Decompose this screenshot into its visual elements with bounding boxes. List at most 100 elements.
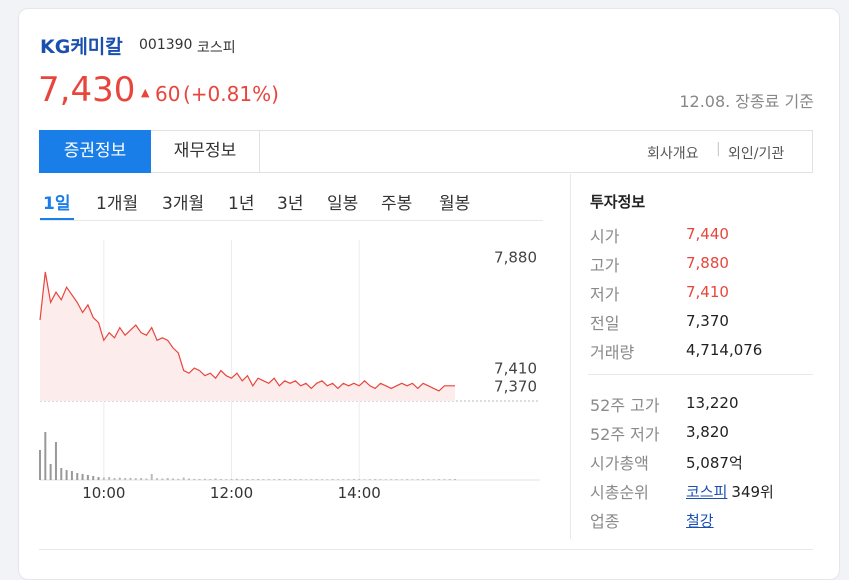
- info-value: 7,880: [686, 254, 729, 272]
- period[interactable]: 일봉: [327, 194, 359, 214]
- volume-bar: [278, 479, 281, 480]
- y-tick-label: 7,410: [494, 360, 537, 378]
- volume-bar: [161, 478, 164, 480]
- volume-bar: [44, 432, 47, 480]
- volume-bar: [289, 479, 292, 480]
- volume-bar: [273, 479, 276, 480]
- volume-bar: [262, 479, 265, 480]
- volume-bar: [124, 478, 127, 480]
- volume-bar: [241, 479, 244, 480]
- volume-bar: [166, 478, 169, 480]
- volume-bar: [347, 479, 350, 480]
- tab-active[interactable]: 증권정보: [39, 130, 151, 173]
- volume-bar: [60, 468, 63, 480]
- tab[interactable]: 재무정보: [151, 130, 260, 173]
- volume-bar: [315, 479, 318, 480]
- info-value: 349위: [731, 483, 774, 501]
- volume-bar: [150, 474, 153, 480]
- period[interactable]: 3개월: [162, 194, 205, 214]
- volume-bar: [70, 471, 73, 480]
- info-link[interactable]: 철강: [686, 512, 714, 530]
- volume-bar: [209, 479, 212, 480]
- stock-name[interactable]: KG케미칼: [40, 36, 123, 58]
- info-label: 고가: [590, 256, 620, 275]
- period[interactable]: 1개월: [96, 194, 139, 214]
- volume-bar: [390, 479, 393, 480]
- volume-bar: [97, 477, 100, 480]
- info-value-row: 13,220: [686, 394, 739, 412]
- volume-bar: [230, 479, 233, 480]
- volume-bar: [187, 478, 190, 480]
- panel-divider: [570, 174, 571, 539]
- body: KG케미칼 001390 코스피 7,430 ▲ 60 (+0.81%) 12.…: [18, 8, 840, 580]
- market: 코스피: [197, 40, 236, 56]
- volume-bar: [203, 478, 206, 480]
- volume-bar: [326, 479, 329, 480]
- link[interactable]: 회사개요: [647, 146, 699, 162]
- period[interactable]: 월봉: [439, 194, 471, 214]
- volume-bar: [368, 479, 371, 480]
- volume-bar: [129, 477, 132, 480]
- volume-bar: [118, 477, 121, 480]
- volume-bar: [299, 479, 302, 480]
- info-divider: [588, 374, 813, 375]
- volume-bar: [358, 479, 361, 480]
- volume-bar: [294, 479, 297, 480]
- volume-bar: [363, 479, 366, 480]
- change-pct: (+0.81%): [183, 82, 279, 106]
- info-label: 시가: [590, 227, 620, 246]
- volume-bar: [422, 479, 425, 480]
- price-line: [39, 271, 455, 392]
- volume-bar: [251, 479, 254, 480]
- volume-bar: [448, 479, 451, 480]
- info-value-row: 철강: [686, 510, 718, 531]
- volume-bar: [108, 477, 111, 480]
- link[interactable]: 외인/기관: [728, 146, 785, 162]
- volume-bar: [156, 478, 159, 480]
- volume-bar: [310, 479, 313, 480]
- volume-bar: [283, 479, 286, 480]
- x-tick-label: 14:00: [338, 484, 381, 502]
- info-unit: 억: [728, 454, 743, 472]
- bottom-border: [39, 549, 813, 550]
- info-value-row: 코스피 349위: [686, 481, 774, 502]
- period[interactable]: 주봉: [381, 194, 413, 214]
- info-label: 시가총액: [590, 454, 649, 473]
- volume-bar: [193, 478, 196, 480]
- volume-bar: [352, 479, 355, 480]
- info-value: 13,220: [686, 394, 739, 412]
- volume-bar: [81, 474, 84, 480]
- volume-bar: [140, 478, 143, 480]
- volume-bar: [336, 479, 339, 480]
- volume-bar: [454, 479, 456, 480]
- period-underline: [40, 218, 74, 220]
- info-value: 3,820: [686, 423, 729, 441]
- page: {"header":{"name":"KG케미칼","code":"001390…: [18, 8, 840, 580]
- volume-bar: [65, 470, 68, 480]
- volume-bar: [86, 475, 89, 480]
- volume-bar: [432, 479, 435, 480]
- volume-bar: [177, 478, 180, 480]
- volume-bar: [92, 476, 95, 480]
- volume-bar: [438, 479, 441, 480]
- info-label: 거래량: [590, 343, 635, 362]
- up-arrow: ▲: [141, 86, 150, 99]
- volume-bar: [443, 479, 446, 480]
- price: 7,430: [38, 70, 136, 110]
- volume-bar: [113, 478, 116, 480]
- volume-bar: [182, 477, 185, 480]
- period[interactable]: 1년: [228, 194, 255, 214]
- x-tick-label: 10:00: [82, 484, 125, 502]
- x-tick-label: 12:00: [210, 484, 253, 502]
- info-label: 전일: [590, 314, 620, 333]
- period[interactable]: 3년: [277, 194, 304, 214]
- date-note: 12.08. 장종료 기준: [679, 92, 814, 111]
- y-tick-label: 7,880: [494, 249, 537, 267]
- volume-bar: [406, 479, 409, 480]
- info-label: 52주 고가: [590, 396, 660, 415]
- volume-bar: [219, 479, 222, 480]
- info-link[interactable]: 코스피: [686, 483, 728, 501]
- volume-bar: [342, 479, 345, 480]
- period[interactable]: 1일: [43, 194, 71, 214]
